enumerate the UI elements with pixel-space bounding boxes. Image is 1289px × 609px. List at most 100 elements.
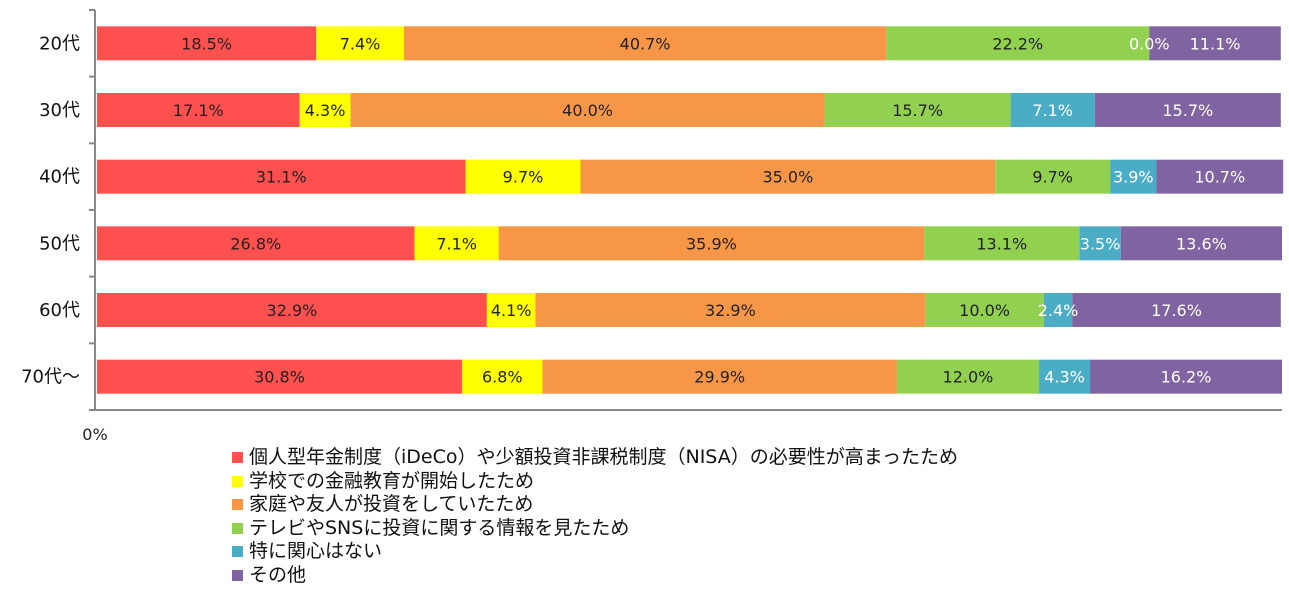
bar-segment — [1010, 93, 1095, 127]
legend-item: 学校での金融教育が開始したため — [232, 470, 958, 494]
bar-segment — [535, 293, 926, 327]
data-label: 7.1% — [1032, 101, 1073, 120]
bar-segment — [1043, 293, 1073, 327]
data-label: 15.7% — [1162, 101, 1213, 120]
legend-swatch — [232, 569, 243, 581]
legend-item: 特に関心はない — [232, 540, 958, 564]
axes — [89, 9, 1282, 411]
data-labels: 18.5% 7.4% 40.7% 22.2% 0.0% 11.1% 17.1% 4.3% 40.… — [173, 34, 1245, 386]
legend-label: 学校での金融教育が開始したため — [249, 469, 535, 492]
bar-segment — [995, 159, 1111, 194]
data-label: 10.7% — [1194, 168, 1245, 187]
bar-segment — [886, 26, 1150, 61]
bar-segment — [1149, 26, 1281, 61]
data-label: 2.4% — [1038, 301, 1079, 320]
legend-item: 個人型年金制度（iDeCo）や少額投資非課税制度（NISA）の必要性が高まったた… — [232, 446, 958, 470]
legend-label: 個人型年金制度（iDeCo）や少額投資非課税制度（NISA）の必要性が高まったた… — [249, 446, 958, 469]
legend-label: 家庭や友人が投資をしていたため — [249, 493, 534, 516]
bar-segment — [824, 93, 1011, 127]
bar-segment — [1079, 226, 1121, 261]
legend-swatch — [232, 452, 243, 464]
legend: 個人型年金制度（iDeCo）や少額投資非課税制度（NISA）の必要性が高まったた… — [232, 446, 958, 587]
bar-segment — [1110, 159, 1157, 194]
x-tick-label: 0% — [82, 425, 107, 440]
bar-segment — [97, 359, 462, 394]
data-label: 0.0% — [1129, 34, 1170, 53]
data-label: 32.9% — [705, 301, 756, 320]
bar-segment — [925, 293, 1044, 327]
bar-segment — [1156, 159, 1284, 194]
category-label: 20代 — [39, 33, 80, 54]
data-label: 16.2% — [1161, 368, 1212, 387]
data-label: 22.2% — [992, 34, 1043, 53]
data-label: 9.7% — [503, 168, 544, 187]
legend-swatch — [232, 546, 243, 558]
stacked-bar-chart: 18.5% 7.4% 40.7% 22.2% 0.0% 11.1% 17.1% 4.3% 40.… — [21, 9, 1284, 440]
category-label: 30代 — [39, 100, 80, 121]
data-label: 7.1% — [436, 234, 477, 253]
legend-label: 特に関心はない — [249, 540, 383, 563]
data-label: 35.0% — [762, 168, 813, 187]
bar-segment — [1120, 226, 1282, 261]
data-label: 3.5% — [1080, 234, 1121, 253]
data-label: 4.3% — [305, 101, 346, 120]
bar-segment — [1090, 359, 1282, 394]
bar-segment — [97, 293, 487, 327]
bar-segment — [924, 226, 1080, 261]
bars — [97, 26, 1284, 394]
bar-segment — [316, 26, 404, 61]
data-label: 11.1% — [1190, 34, 1241, 53]
bar-segment — [465, 159, 581, 194]
data-label: 31.1% — [256, 168, 307, 187]
data-label: 13.1% — [976, 234, 1027, 253]
bar-segment — [896, 359, 1040, 394]
data-label: 4.3% — [1044, 368, 1085, 387]
data-label: 3.9% — [1113, 168, 1154, 187]
legend-swatch — [232, 522, 243, 534]
bar-segment — [403, 26, 887, 61]
bar-segment — [97, 226, 415, 261]
bar-segment — [580, 159, 996, 194]
data-label: 18.5% — [181, 34, 232, 53]
data-label: 4.1% — [491, 301, 532, 320]
bar-segment — [97, 159, 466, 194]
bar-segment — [1039, 359, 1091, 394]
bar-segment — [1094, 93, 1281, 127]
legend-label: テレビやSNSに投資に関する情報を見たため — [249, 516, 630, 539]
data-label: 40.0% — [562, 101, 613, 120]
bar-segment — [414, 226, 499, 261]
data-label: 17.6% — [1151, 301, 1202, 320]
legend-item: テレビやSNSに投資に関する情報を見たため — [232, 517, 958, 541]
data-label: 29.9% — [694, 368, 745, 387]
data-label: 6.8% — [482, 368, 523, 387]
data-label: 12.0% — [943, 368, 994, 387]
bar-segment — [461, 359, 543, 394]
data-label: 15.7% — [892, 101, 943, 120]
legend-item: その他 — [232, 564, 958, 588]
bar-segment — [1072, 293, 1281, 327]
legend-swatch — [232, 475, 243, 487]
legend-label: その他 — [249, 563, 307, 586]
data-label: 7.4% — [340, 34, 381, 53]
bar-segment — [350, 93, 825, 127]
bar-segment — [498, 226, 925, 261]
data-label: 26.8% — [230, 234, 281, 253]
data-label: 17.1% — [173, 101, 224, 120]
bar-segment — [542, 359, 897, 394]
category-labels: 20代 30代 40代 50代 60代 70代～ — [21, 33, 80, 387]
data-label: 32.9% — [267, 301, 318, 320]
category-label: 60代 — [39, 300, 80, 321]
legend-item: 家庭や友人が投資をしていたため — [232, 493, 958, 517]
bar-segment — [97, 93, 300, 127]
data-label: 9.7% — [1032, 168, 1073, 187]
category-label: 40代 — [39, 167, 80, 188]
data-label: 35.9% — [686, 234, 737, 253]
bar-segment — [486, 293, 536, 327]
legend-swatch — [232, 499, 243, 511]
category-label: 50代 — [39, 233, 80, 254]
data-label: 10.0% — [959, 301, 1010, 320]
category-label: 70代～ — [21, 367, 80, 388]
bar-segment — [97, 26, 317, 61]
bar-segment — [299, 93, 351, 127]
data-label: 40.7% — [620, 34, 671, 53]
